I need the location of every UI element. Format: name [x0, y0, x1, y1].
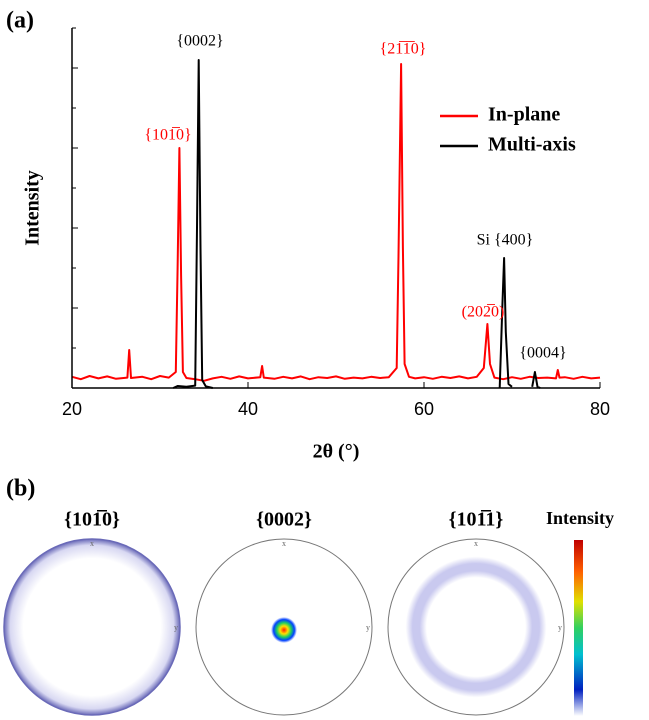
- x-tick-label: 80: [590, 399, 610, 419]
- colorbar: [574, 540, 583, 716]
- y-axis-label: Intensity: [22, 170, 44, 246]
- pole-axis-label: y: [174, 623, 178, 632]
- pole-axis-label: y: [366, 623, 370, 632]
- legend-label: In-plane: [488, 104, 560, 126]
- panel-label: (a): [6, 8, 34, 34]
- x-tick-label: 60: [414, 399, 434, 419]
- pole-axis-label: x: [282, 539, 286, 548]
- pole-figure-title: {0002}: [256, 509, 312, 531]
- pole-figure: [3, 538, 181, 716]
- pole-figure-title: {101̅0}: [64, 509, 120, 531]
- x-tick-label: 40: [238, 399, 258, 419]
- colorbar-label: Intensity: [546, 508, 614, 528]
- pole-axis-label: x: [90, 539, 94, 548]
- x-tick-label: 20: [62, 399, 82, 419]
- panel-label: (b): [6, 476, 35, 502]
- pole-axis-label: y: [558, 623, 562, 632]
- peak-label: {101̅0}: [144, 127, 191, 144]
- intensity-spot: [271, 617, 297, 643]
- peak-label: Si {400}: [477, 232, 534, 249]
- peak-label: {21̅1̅0}: [380, 41, 427, 58]
- data-line: [172, 59, 541, 389]
- pole-figure-title: {101̅1}: [449, 509, 504, 531]
- peak-label: {0004}: [519, 345, 566, 362]
- peak-label: (202̅0): [462, 304, 505, 321]
- peak-label: {0002}: [176, 33, 223, 50]
- x-axis-label: 2θ (°): [313, 441, 360, 463]
- pole-figure: [387, 538, 565, 716]
- pole-axis-label: x: [474, 539, 478, 548]
- legend-label: Multi-axis: [488, 134, 576, 156]
